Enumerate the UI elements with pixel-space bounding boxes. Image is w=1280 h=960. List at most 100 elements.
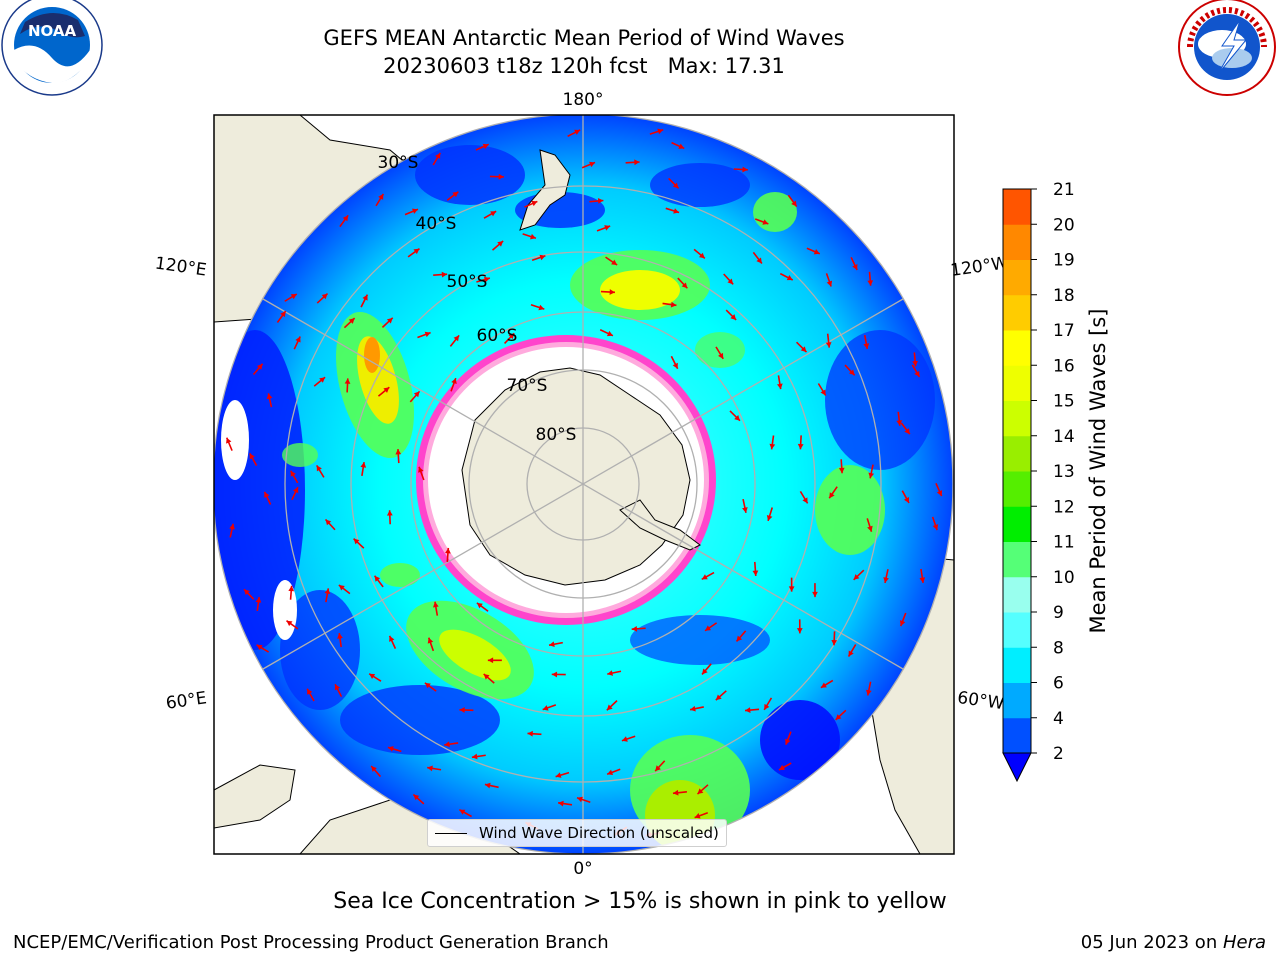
wave-arrow-head <box>697 788 704 795</box>
wave-arrow-head <box>896 420 903 426</box>
wave-arrow-head <box>914 370 920 377</box>
wave-arrow-head <box>718 352 724 359</box>
colorbar-tick-label: 8 <box>1053 638 1064 658</box>
graticule <box>214 115 954 854</box>
wave-arrow-head <box>574 129 581 135</box>
wave-arrow-head <box>441 271 448 278</box>
wave-arrow-head <box>606 704 613 711</box>
legend-label: Wind Wave Direction (unscaled) <box>479 824 719 842</box>
colorbar-tick-label: 18 <box>1053 286 1075 306</box>
wave-arrow-head <box>249 453 255 460</box>
wave-arrow-head <box>255 597 262 603</box>
colorbar-block <box>1003 259 1031 296</box>
wave-arrow-head <box>452 191 459 198</box>
lat-label-60s: 60°S <box>477 326 518 346</box>
colorbar-block <box>1003 682 1031 719</box>
antarctic-peninsula <box>619 499 701 551</box>
wave-arrow-head <box>904 428 910 435</box>
wave-arrow-head <box>903 496 909 503</box>
wave-arrow-head <box>742 507 748 513</box>
colorbar-tick-label: 17 <box>1053 321 1075 341</box>
wave-arrow-head <box>867 280 874 286</box>
wave-arrow-head <box>788 586 795 592</box>
wave-arrow-head <box>459 809 466 815</box>
wave-arrow-head <box>321 293 328 300</box>
wave-arrow-head <box>745 707 751 713</box>
wave-arrow-head <box>852 264 858 271</box>
wave-arrow-head <box>742 166 748 173</box>
wave-arrow-head <box>484 782 491 789</box>
nws-logo <box>1178 0 1276 96</box>
colorbar-block <box>1003 717 1031 754</box>
wave-arrow-head <box>433 601 439 608</box>
wave-arrow-head <box>316 465 322 472</box>
wave-arrow-head <box>229 523 235 530</box>
wave-arrow-head <box>484 276 490 283</box>
wave-arrow-head <box>883 577 889 583</box>
wave-arrow-head <box>690 705 696 712</box>
wave-arrow-head <box>752 570 759 576</box>
lat-label-30s: 30°S <box>378 153 419 173</box>
wave-arrow-head <box>427 765 433 772</box>
wave-arrow-head <box>899 620 906 627</box>
map-frame-border <box>213 114 955 855</box>
wave-arrow-head <box>607 670 614 676</box>
wave-arrow-head <box>702 668 708 675</box>
lat-label-50s: 50°S <box>447 272 488 292</box>
lon-label-60w: 60°W <box>956 688 1005 714</box>
colorbar-tick-label: 21 <box>1053 180 1075 200</box>
wave-arrow-head <box>539 254 546 261</box>
wave-arrow-head <box>307 688 313 695</box>
sea-ice-caption: Sea Ice Concentration > 15% is shown in … <box>333 889 947 914</box>
wave-arrow-head <box>762 219 769 225</box>
wave-arrow-head <box>681 282 688 289</box>
wave-arrow-head <box>280 311 286 318</box>
wave-arrow-head <box>673 208 680 214</box>
wave-arrow-head <box>555 772 562 778</box>
colorbar-tick-label: 14 <box>1053 427 1075 447</box>
wave-arrow-head <box>353 538 360 545</box>
wave-arrow-head <box>293 487 299 494</box>
wave-arrow-head <box>483 673 490 680</box>
wave-arrow-head <box>530 233 536 240</box>
wave-arrow-head <box>730 314 737 320</box>
wave-arrow-head <box>386 510 393 516</box>
wind-wave-arrows <box>225 128 943 838</box>
colorbar-tick-label: 19 <box>1053 251 1075 271</box>
wave-arrow-head <box>482 143 489 150</box>
colorbar-block <box>1003 435 1031 472</box>
wave-arrow-head <box>912 360 918 367</box>
wave-arrow-head <box>490 211 497 217</box>
wave-arrow-head <box>558 800 564 807</box>
lon-label-120w: 120°W <box>949 253 1009 281</box>
colorbar-block <box>1003 189 1031 225</box>
colorbar-tick-label: 11 <box>1053 533 1075 553</box>
wave-arrow-head <box>791 200 797 207</box>
wave-arrow-head <box>611 259 618 265</box>
wave-arrow-head <box>835 714 842 720</box>
colorbar-tick-label: 10 <box>1053 568 1075 588</box>
wave-arrow-head <box>435 152 441 159</box>
madagascar-landmass <box>214 764 296 829</box>
wave-arrow-head <box>634 159 640 166</box>
wave-arrow-head <box>527 730 533 737</box>
wave-arrow-head <box>672 182 679 189</box>
wave-arrow-head <box>264 491 270 498</box>
wave-arrow-head <box>497 240 504 247</box>
wave-arrow-head <box>369 673 376 679</box>
wave-arrow-head <box>670 301 677 308</box>
wave-arrow-head <box>802 497 808 504</box>
wave-arrow-head <box>597 198 604 204</box>
wave-arrow-head <box>701 574 708 580</box>
noaa-logo-text: NOAA <box>28 22 77 40</box>
wave-arrow-head <box>538 304 545 311</box>
footer-date-text: 05 Jun 2023 on <box>1080 932 1223 953</box>
wave-arrow-head <box>932 524 939 531</box>
wave-arrow-head <box>256 363 263 370</box>
wave-arrow-head <box>820 389 826 396</box>
footer-host: Hera <box>1222 932 1266 953</box>
wave-arrow-head <box>672 789 679 796</box>
colorbar-block <box>1003 647 1031 683</box>
wave-arrow-head <box>800 346 807 353</box>
wave-arrow-head <box>413 794 420 801</box>
